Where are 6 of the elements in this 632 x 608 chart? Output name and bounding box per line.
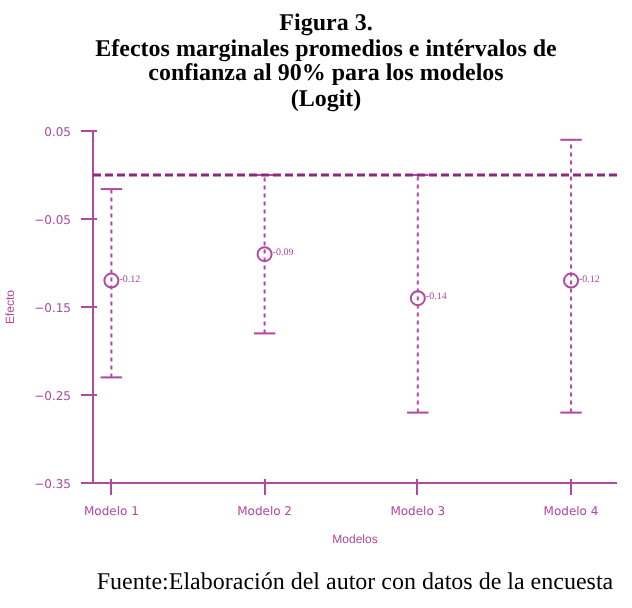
source-note: Fuente:Elaboración del autor con datos de la encuesta bbox=[96, 567, 615, 596]
point bbox=[409, 290, 426, 307]
chart-title: Figura 3. Efectos marginales promedios e intérvalos de confianza al 90% para los modelos (Logit) bbox=[95, 8, 557, 112]
point bbox=[103, 273, 120, 290]
point bbox=[563, 273, 580, 290]
point bbox=[256, 246, 273, 263]
